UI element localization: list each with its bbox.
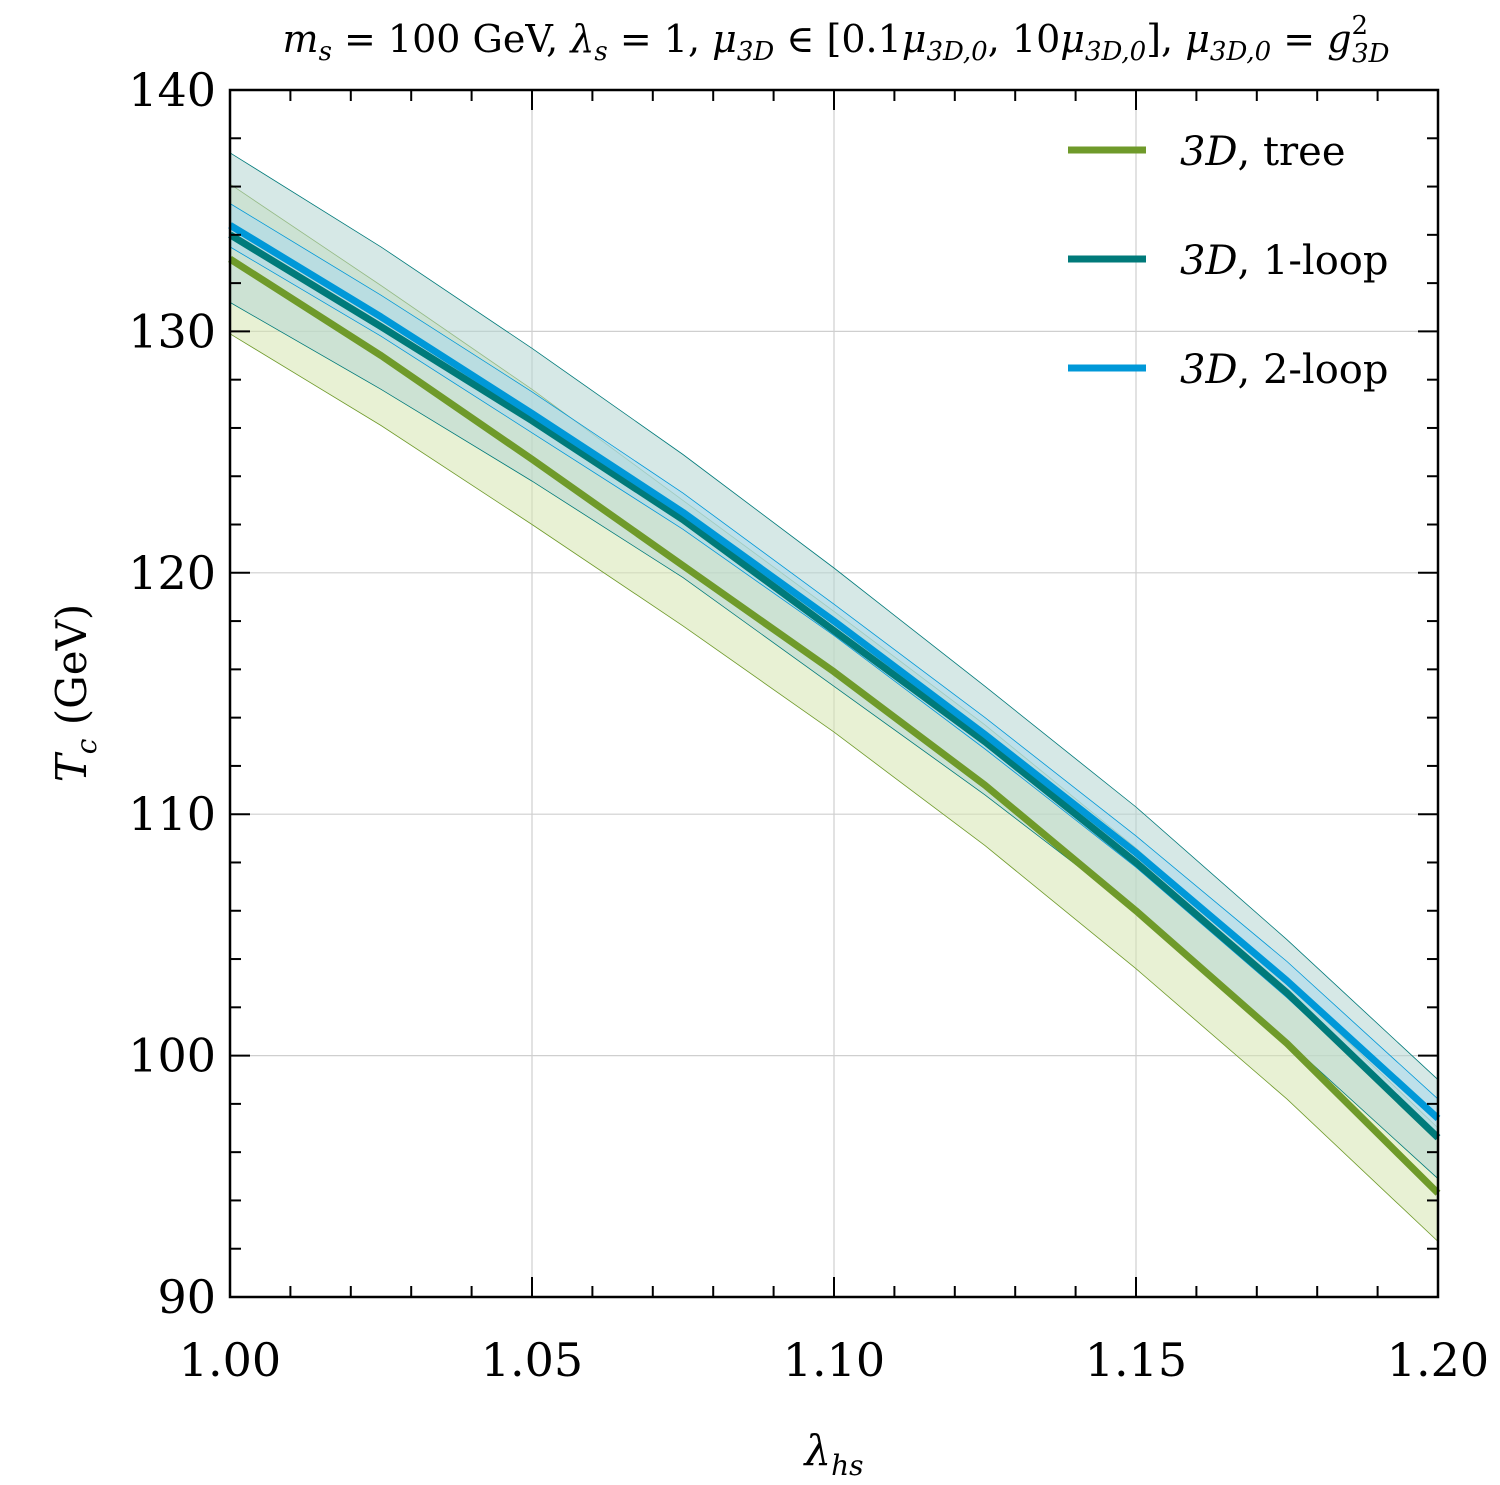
legend: 3D, tree 3D, 1-loop 3D, 2-loop	[1068, 129, 1389, 393]
y-tick-label: 90	[157, 1270, 216, 1324]
series-line-tree	[228, 256, 1441, 1196]
x-tick-label: 1.05	[481, 1333, 583, 1387]
series-line-1-loop	[228, 231, 1441, 1141]
y-axis-label: Tc (GeV)	[47, 604, 103, 783]
y-tick-label: 140	[128, 63, 216, 117]
x-tick-label: 1.20	[1387, 1333, 1489, 1387]
y-tick-labels: 90 100 110 120 130 140	[128, 63, 216, 1324]
y-tick-label: 110	[128, 787, 216, 841]
x-tick-label: 1.15	[1085, 1333, 1187, 1387]
legend-label-1-loop: 3D, 1-loop	[1180, 238, 1389, 284]
x-tick-labels: 1.00 1.05 1.10 1.15 1.20	[179, 1333, 1489, 1387]
y-tick-label: 100	[128, 1029, 216, 1083]
series-line-2-loop	[228, 222, 1441, 1121]
x-tick-label: 1.00	[179, 1333, 281, 1387]
y-tick-label: 120	[128, 546, 216, 600]
chart-title: ms = 100 GeV, λs = 1, μ3D ∈ [0.1μ3D,0, 1…	[283, 11, 1390, 69]
legend-label-tree: 3D, tree	[1180, 129, 1346, 175]
series-lines	[228, 222, 1441, 1196]
axis-ticks	[229, 89, 1439, 1298]
x-tick-label: 1.10	[783, 1333, 885, 1387]
x-axis-label: λhs	[802, 1426, 863, 1482]
y-tick-label: 130	[128, 304, 216, 358]
legend-label-2-loop: 3D, 2-loop	[1180, 347, 1389, 393]
